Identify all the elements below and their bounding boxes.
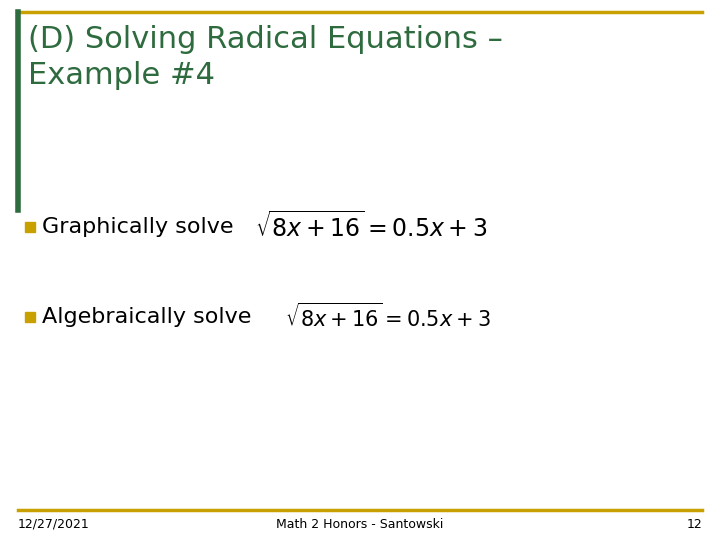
Text: $\sqrt{8x+16} = 0.5x+3$: $\sqrt{8x+16} = 0.5x+3$ <box>285 303 491 331</box>
Text: (D) Solving Radical Equations –
Example #4: (D) Solving Radical Equations – Example … <box>28 25 503 90</box>
Text: Algebraically solve: Algebraically solve <box>42 307 251 327</box>
Bar <box>25 222 35 232</box>
Text: 12: 12 <box>686 517 702 530</box>
Text: 12/27/2021: 12/27/2021 <box>18 517 90 530</box>
Text: $\sqrt{8x+16} = 0.5x+3$: $\sqrt{8x+16} = 0.5x+3$ <box>255 212 487 242</box>
Text: Graphically solve: Graphically solve <box>42 217 233 237</box>
Bar <box>25 312 35 322</box>
Text: Math 2 Honors - Santowski: Math 2 Honors - Santowski <box>276 517 444 530</box>
